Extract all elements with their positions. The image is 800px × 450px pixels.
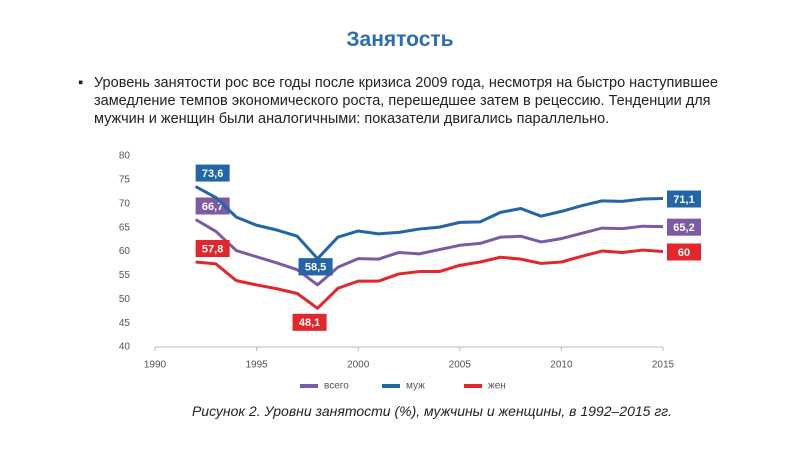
x-tick-label: 2000 xyxy=(347,360,370,371)
x-tick-label: 2010 xyxy=(550,360,573,371)
y-tick-label: 45 xyxy=(119,318,131,329)
value-label-box xyxy=(667,243,701,261)
x-tick-label: 2015 xyxy=(652,360,675,371)
value-label: 66,7 xyxy=(202,201,223,213)
y-tick-label: 75 xyxy=(119,175,131,186)
x-tick-label: 1995 xyxy=(245,360,268,371)
value-label: 48,1 xyxy=(299,317,320,329)
value-label: 71,1 xyxy=(673,194,694,206)
y-tick-label: 55 xyxy=(119,270,131,281)
y-tick-label: 80 xyxy=(119,151,131,162)
x-tick-label: 2005 xyxy=(449,360,472,371)
y-tick-label: 70 xyxy=(119,198,131,209)
bullet-text: Уровень занятости рос все годы после кри… xyxy=(78,74,764,128)
value-label: 65,2 xyxy=(673,222,694,234)
line xyxy=(194,185,664,261)
value-label-box xyxy=(195,240,230,258)
legend-label: муж xyxy=(406,381,425,392)
line xyxy=(195,248,664,310)
legend-label: всего xyxy=(324,381,349,392)
value-label: 58,5 xyxy=(305,262,326,274)
value-label-box xyxy=(667,218,701,236)
value-label-box xyxy=(195,164,230,182)
value-label-box xyxy=(292,313,327,331)
value-label: 60 xyxy=(678,247,690,259)
caption: Рисунок 2. Уровни занятости (%), мужчины… xyxy=(191,403,673,419)
value-label: 73,6 xyxy=(202,168,223,180)
value-label: 57,8 xyxy=(202,243,223,255)
y-tick-label: 50 xyxy=(119,294,131,305)
y-tick-label: 40 xyxy=(119,342,131,353)
x-tick-label: 1990 xyxy=(144,360,167,371)
y-tick-label: 60 xyxy=(119,246,131,257)
line xyxy=(194,218,664,287)
slide-title: Занятость xyxy=(346,28,454,51)
legend-label: жен xyxy=(488,381,506,392)
value-label-box xyxy=(298,258,333,276)
value-label-box xyxy=(667,190,701,208)
y-tick-label: 65 xyxy=(119,222,131,233)
